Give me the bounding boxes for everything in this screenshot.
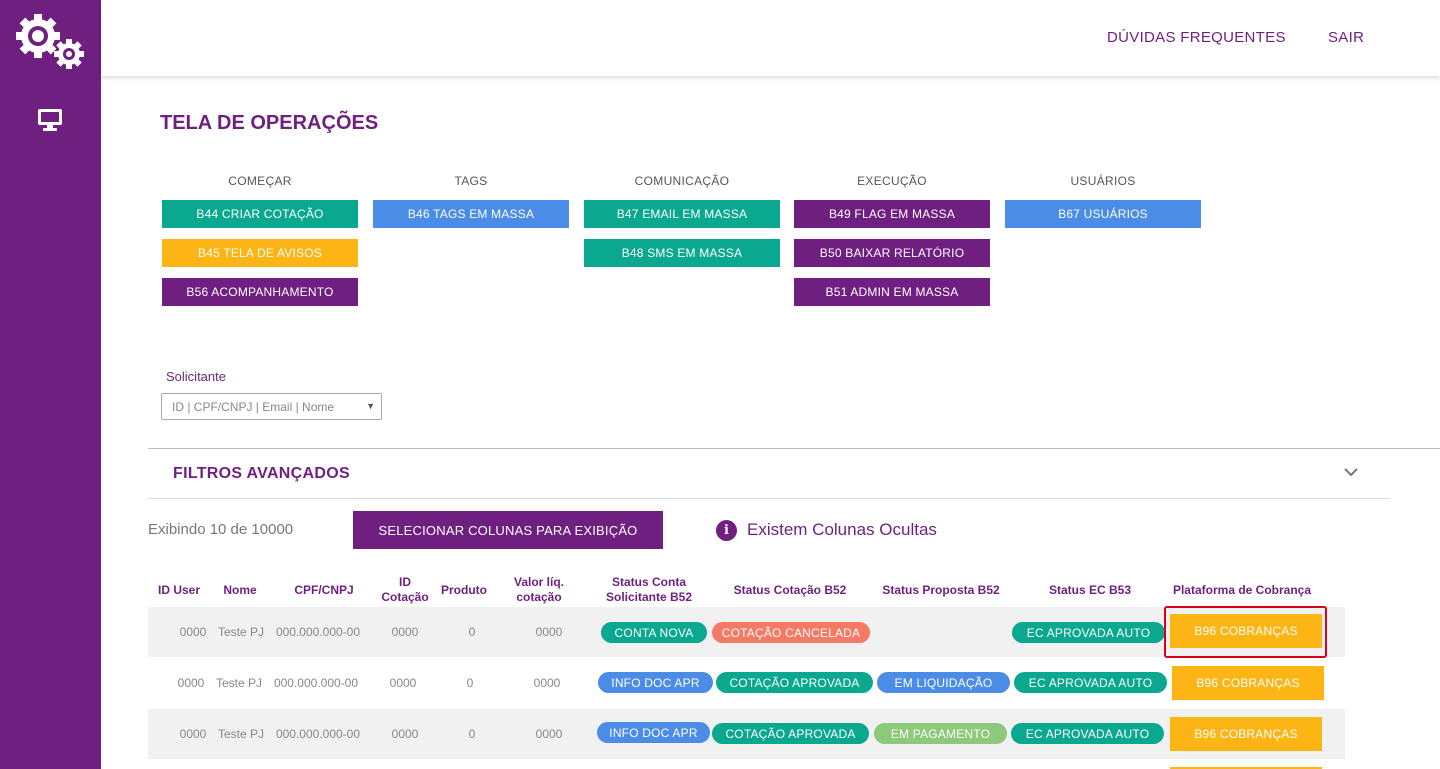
cell-id-cotacao: 0000: [389, 676, 417, 690]
cobrancas-button[interactable]: B96 COBRANÇAS: [1170, 614, 1322, 648]
header-valor-line1: Valor líq.: [513, 575, 564, 589]
header-status-conta-line1: Status Conta: [611, 575, 686, 589]
cell-valor: 0000: [533, 676, 561, 690]
status-conta-badge: INFO DOC APR: [598, 672, 713, 693]
status-proposta-badge: EM PAGAMENTO: [874, 723, 1007, 744]
sms-em-massa-button[interactable]: B48 SMS EM MASSA: [584, 239, 780, 267]
cell-cpf: 000.000.000-00: [275, 625, 361, 639]
top-bar: DÚVIDAS FREQUENTES SAIR: [101, 0, 1440, 76]
status-cotacao-badge: COTAÇÃO APROVADA: [716, 672, 873, 693]
cobrancas-button[interactable]: B96 COBRANÇAS: [1172, 666, 1324, 700]
status-cotacao-badge: COTAÇÃO CANCELADA: [712, 622, 870, 643]
cell-nome: Teste PJ: [217, 625, 265, 639]
divider: [148, 498, 1390, 499]
header-nome[interactable]: Nome: [223, 583, 257, 597]
email-em-massa-button[interactable]: B47 EMAIL EM MASSA: [584, 200, 780, 228]
status-proposta-badge: EM LIQUIDAÇÃO: [877, 672, 1010, 693]
divider: [148, 448, 1440, 449]
header-valor-line2: cotação: [516, 590, 562, 604]
tela-de-avisos-button[interactable]: B45 TELA DE AVISOS: [162, 239, 358, 267]
status-ec-badge: EC APROVADA AUTO: [1012, 622, 1165, 643]
cell-valor: 0000: [535, 625, 563, 639]
cell-id-user: 0000: [179, 625, 207, 639]
cell-produto: 0: [466, 676, 474, 690]
flag-em-massa-button[interactable]: B49 FLAG EM MASSA: [794, 200, 990, 228]
solicitante-select[interactable]: ID | CPF/CNPJ | Email | Nome ▼: [161, 393, 382, 420]
table-row[interactable]: [148, 759, 1345, 769]
solicitante-placeholder: ID | CPF/CNPJ | Email | Nome: [172, 400, 335, 414]
baixar-relatorio-button[interactable]: B50 BAIXAR RELATÓRIO: [794, 239, 990, 267]
criar-cotacao-button[interactable]: B44 CRIAR COTAÇÃO: [162, 200, 358, 228]
info-icon: i: [716, 520, 737, 541]
acompanhamento-button[interactable]: B56 ACOMPANHAMENTO: [162, 278, 358, 306]
header-id-cotacao[interactable]: ID Cotação: [376, 575, 434, 605]
group-title-usuarios: USUÁRIOS: [1070, 174, 1136, 188]
header-id-cotacao-line2: Cotação: [381, 590, 429, 604]
admin-em-massa-button[interactable]: B51 ADMIN EM MASSA: [794, 278, 990, 306]
cell-nome: Teste PJ: [215, 676, 263, 690]
header-status-proposta[interactable]: Status Proposta B52: [882, 583, 1000, 597]
group-title-tags: TAGS: [454, 174, 488, 188]
cell-cpf: 000.000.000-00: [273, 676, 359, 690]
header-status-conta[interactable]: Status Conta Solicitante B52: [590, 575, 708, 605]
status-ec-badge: EC APROVADA AUTO: [1011, 723, 1164, 744]
group-title-comunicacao: COMUNICAÇÃO: [634, 174, 730, 188]
header-id-user[interactable]: ID User: [157, 583, 201, 597]
monitor-icon[interactable]: [37, 108, 63, 132]
tags-em-massa-button[interactable]: B46 TAGS EM MASSA: [373, 200, 569, 228]
cobrancas-button-partial[interactable]: [1170, 767, 1322, 769]
chevron-down-icon[interactable]: [1343, 464, 1359, 480]
group-title-execucao: EXECUÇÃO: [857, 174, 927, 188]
showing-count: Exibindo 10 de 10000: [148, 521, 294, 538]
highlight-box: [1164, 606, 1327, 658]
status-ec-badge: EC APROVADA AUTO: [1014, 672, 1167, 693]
cell-valor: 0000: [535, 727, 563, 741]
dropdown-arrow-icon: ▼: [366, 401, 375, 411]
cell-nome: Teste PJ: [217, 727, 265, 741]
header-valor[interactable]: Valor líq. cotação: [502, 575, 576, 605]
status-conta-badge: CONTA NOVA: [601, 622, 707, 643]
cobrancas-button[interactable]: B96 COBRANÇAS: [1170, 717, 1322, 751]
cell-id-user: 0000: [179, 727, 207, 741]
cell-id-cotacao: 0000: [391, 727, 419, 741]
status-cotacao-badge: COTAÇÃO APROVADA: [712, 723, 869, 744]
header-status-ec[interactable]: Status EC B53: [1048, 583, 1132, 597]
cell-id-cotacao: 0000: [391, 625, 419, 639]
usuarios-button[interactable]: B67 USUÁRIOS: [1005, 200, 1201, 228]
sidebar: [0, 0, 101, 769]
header-produto[interactable]: Produto: [441, 583, 487, 597]
logout-link[interactable]: SAIR: [1328, 29, 1365, 46]
page-title: TELA DE OPERAÇÕES: [160, 112, 379, 134]
cell-id-user: 0000: [177, 676, 205, 690]
header-status-conta-line2: Solicitante B52: [605, 590, 693, 604]
group-title-comecar: COMEÇAR: [228, 174, 292, 188]
header-status-cotacao[interactable]: Status Cotação B52: [733, 583, 847, 597]
header-cpf[interactable]: CPF/CNPJ: [294, 583, 354, 597]
hidden-columns-notice[interactable]: Existem Colunas Ocultas: [747, 520, 937, 539]
cell-cpf: 000.000.000-00: [275, 727, 361, 741]
advanced-filters-title[interactable]: FILTROS AVANÇADOS: [173, 465, 350, 482]
faq-link[interactable]: DÚVIDAS FREQUENTES: [1107, 29, 1286, 46]
solicitante-label: Solicitante: [166, 369, 226, 384]
gears-icon[interactable]: [14, 12, 86, 72]
header-plataforma-cobranca[interactable]: Plataforma de Cobrança: [1172, 583, 1312, 597]
status-conta-badge: INFO DOC APR: [597, 722, 710, 743]
cell-produto: 0: [468, 625, 476, 639]
cell-produto: 0: [468, 727, 476, 741]
select-columns-button[interactable]: SELECIONAR COLUNAS PARA EXIBIÇÃO: [353, 511, 663, 549]
header-id-cotacao-line1: ID: [399, 575, 411, 589]
